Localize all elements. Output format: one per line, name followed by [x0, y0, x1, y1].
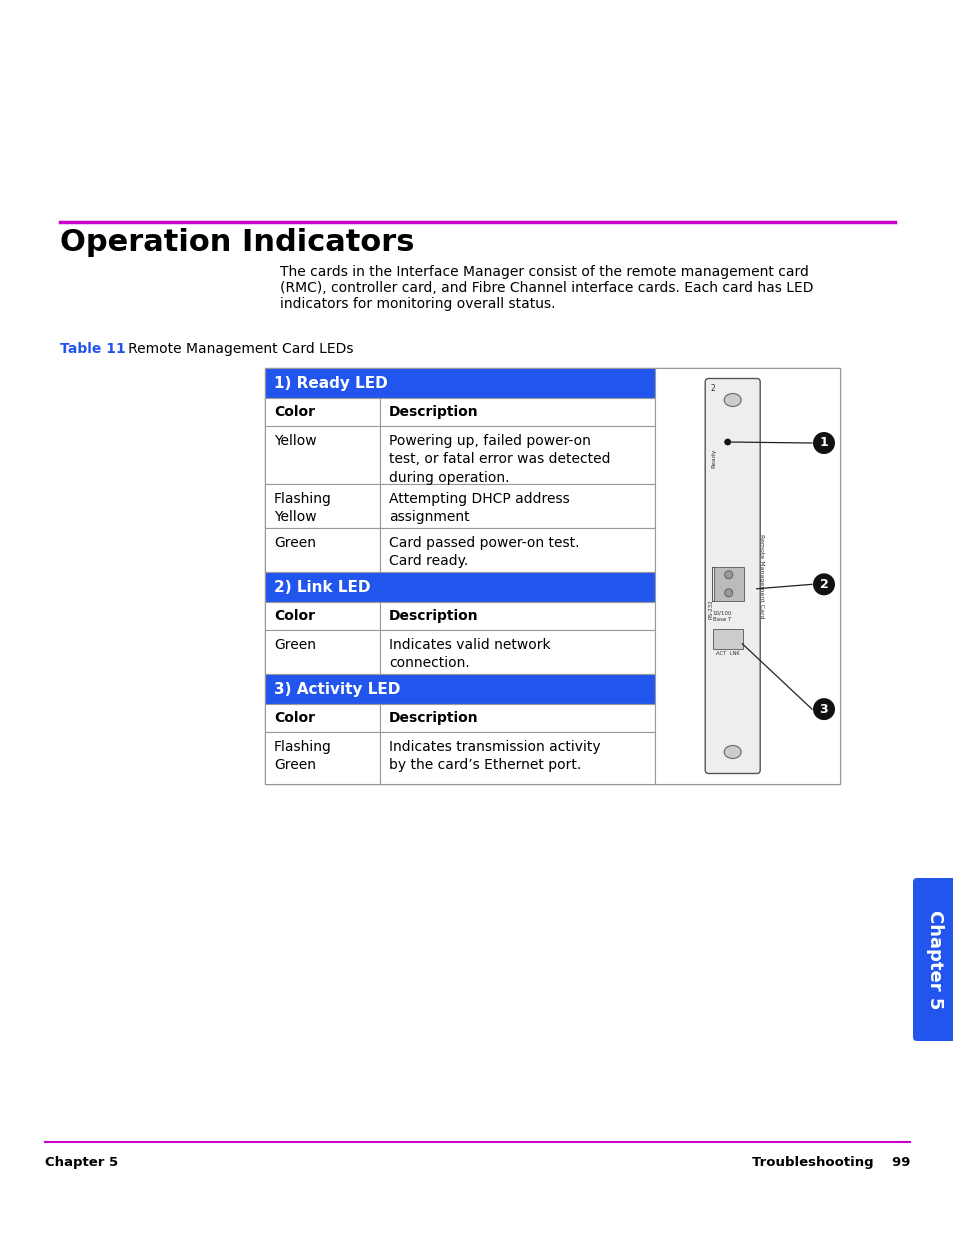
Text: 2: 2 [710, 384, 715, 393]
Text: indicators for monitoring overall status.: indicators for monitoring overall status… [280, 296, 555, 311]
Bar [265, 674, 655, 704]
Text: Color: Color [274, 609, 314, 622]
Bar [379, 601, 655, 630]
Bar [265, 529, 379, 572]
Text: Attempting DHCP address
assignment: Attempting DHCP address assignment [389, 492, 569, 525]
Text: Indicates valid network
connection.: Indicates valid network connection. [389, 638, 550, 671]
Text: Green: Green [274, 638, 315, 652]
Text: Ready: Ready [710, 448, 716, 468]
Text: 1) Ready LED: 1) Ready LED [274, 375, 387, 391]
Text: 10/100
Base T: 10/100 Base T [712, 611, 731, 622]
Text: Table 11: Table 11 [60, 342, 126, 356]
Text: Chapter 5: Chapter 5 [925, 910, 943, 1009]
Circle shape [812, 573, 834, 595]
FancyBboxPatch shape [912, 878, 953, 1041]
Bar [265, 704, 379, 732]
Bar [379, 630, 655, 674]
Bar [379, 426, 655, 484]
Ellipse shape [723, 394, 740, 406]
Text: Card passed power-on test.
Card ready.: Card passed power-on test. Card ready. [389, 536, 578, 568]
Bar [712, 629, 742, 648]
Text: Chapter 5: Chapter 5 [45, 1156, 118, 1170]
Text: 3: 3 [819, 703, 827, 715]
Text: Flashing
Yellow: Flashing Yellow [274, 492, 332, 525]
Bar [379, 529, 655, 572]
Text: 2) Link LED: 2) Link LED [274, 580, 370, 595]
Text: Flashing
Green: Flashing Green [274, 740, 332, 772]
Text: Yellow: Yellow [274, 433, 316, 448]
Text: 2: 2 [819, 578, 827, 590]
Bar [265, 732, 379, 784]
Bar [379, 484, 655, 529]
Text: Color: Color [274, 405, 314, 419]
Text: The cards in the Interface Manager consist of the remote management card: The cards in the Interface Manager consi… [280, 266, 808, 279]
Bar [379, 704, 655, 732]
Bar [265, 484, 379, 529]
Bar [265, 368, 655, 398]
Text: Powering up, failed power-on
test, or fatal error was detected
during operation.: Powering up, failed power-on test, or fa… [389, 433, 610, 485]
Bar [379, 398, 655, 426]
Bar [265, 398, 379, 426]
Text: (RMC), controller card, and Fibre Channel interface cards. Each card has LED: (RMC), controller card, and Fibre Channe… [280, 282, 813, 295]
Text: 3) Activity LED: 3) Activity LED [274, 682, 400, 697]
Text: Description: Description [389, 711, 478, 725]
Text: Color: Color [274, 711, 314, 725]
Bar [655, 368, 840, 784]
Text: RS-232: RS-232 [707, 599, 713, 619]
Text: Indicates transmission activity
by the card’s Ethernet port.: Indicates transmission activity by the c… [389, 740, 600, 772]
Text: Remote Management Card LEDs: Remote Management Card LEDs [115, 342, 354, 356]
Bar [265, 630, 379, 674]
Bar [379, 732, 655, 784]
Text: Operation Indicators: Operation Indicators [60, 228, 414, 257]
Circle shape [812, 698, 834, 720]
Bar [265, 426, 379, 484]
Text: Green: Green [274, 536, 315, 550]
Text: 1: 1 [819, 436, 827, 450]
FancyBboxPatch shape [704, 378, 760, 773]
Circle shape [724, 589, 732, 597]
Bar [265, 601, 379, 630]
Text: Description: Description [389, 405, 478, 419]
Bar [265, 572, 655, 601]
Circle shape [724, 438, 730, 445]
Text: Description: Description [389, 609, 478, 622]
Bar [713, 567, 743, 600]
Text: ACT  LNK: ACT LNK [715, 651, 739, 656]
Circle shape [724, 571, 732, 579]
Circle shape [812, 432, 834, 454]
Ellipse shape [723, 746, 740, 758]
Text: Troubleshooting    99: Troubleshooting 99 [751, 1156, 909, 1170]
Bar [265, 368, 840, 784]
Text: Remote Management Card: Remote Management Card [759, 534, 763, 619]
